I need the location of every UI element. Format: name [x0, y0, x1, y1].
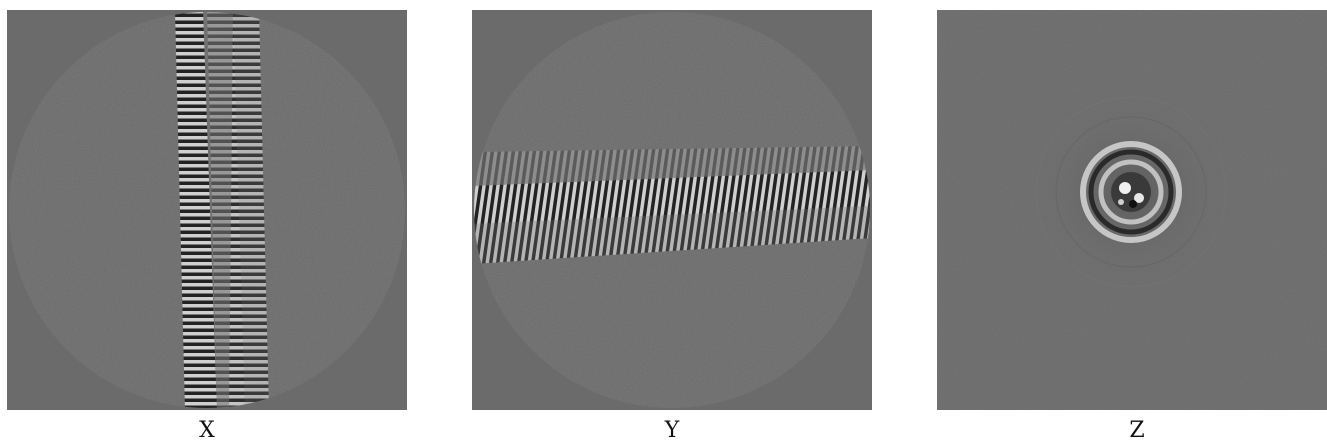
filament-strand-lower [474, 206, 870, 264]
projection-y-image [472, 10, 872, 410]
projection-x-image [7, 10, 407, 410]
panel-y-label: Y [664, 418, 680, 443]
filament-strand-left [175, 12, 217, 408]
cross-section-ring [1011, 72, 1251, 312]
panel-x-label: X [199, 418, 215, 443]
projection-z-image [937, 10, 1327, 410]
panel-z-label: Z [1129, 418, 1145, 443]
